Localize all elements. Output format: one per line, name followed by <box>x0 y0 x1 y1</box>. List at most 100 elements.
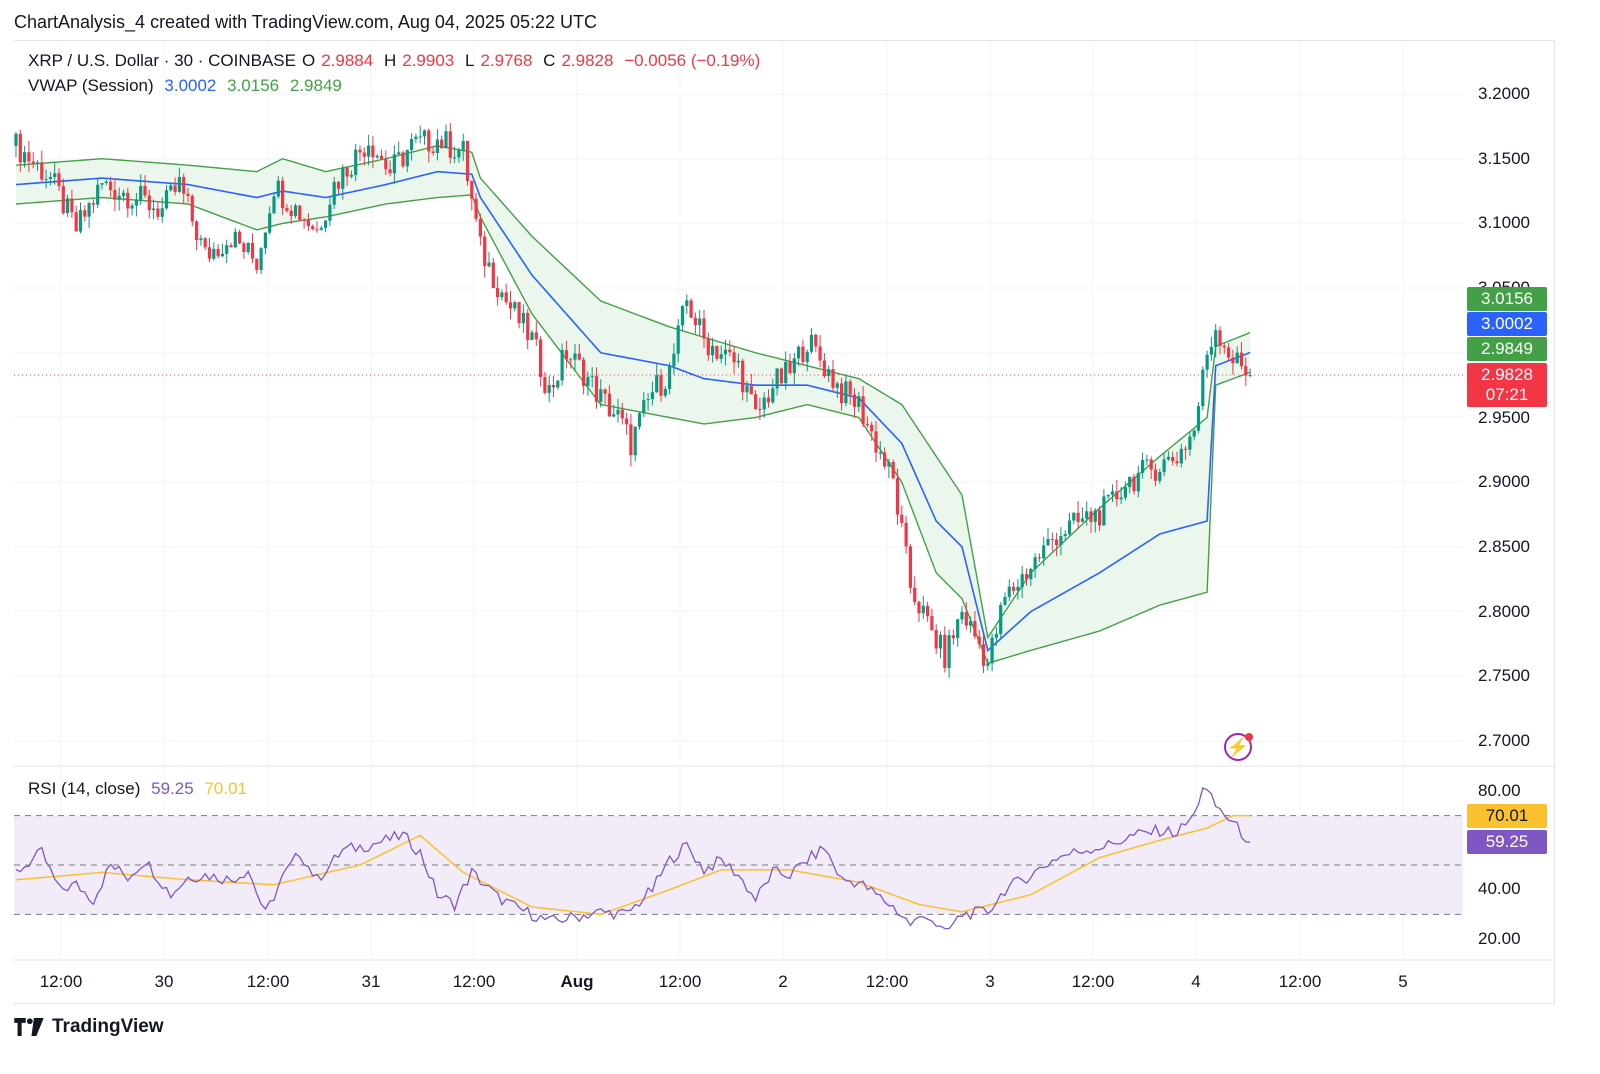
rsi-ma-line <box>15 814 1251 916</box>
candle-body <box>560 350 564 381</box>
x-tick-label: 12:00 <box>865 972 909 991</box>
candle-body <box>169 185 173 191</box>
candle-body <box>534 332 538 340</box>
candle-body <box>276 180 280 197</box>
candle-body <box>1115 491 1119 500</box>
legend-high: 2.9903 <box>402 51 455 70</box>
candle-body <box>242 243 246 252</box>
candle-body <box>121 192 126 196</box>
candle-body <box>508 302 513 309</box>
candle-body <box>199 238 203 241</box>
candle-body <box>233 231 237 248</box>
candle-body <box>1184 448 1188 450</box>
candle-body <box>392 154 396 174</box>
candle-body <box>410 139 414 151</box>
candle-body <box>332 181 336 205</box>
candle-body <box>182 176 186 194</box>
candle-body <box>465 141 470 181</box>
y-tick-label: 2.7500 <box>1478 666 1530 685</box>
candle-body <box>35 162 40 164</box>
candle-body <box>220 253 224 257</box>
candle-body <box>736 360 740 363</box>
y-tick-label: 3.2000 <box>1478 84 1530 103</box>
candle-body <box>646 399 650 401</box>
candle-body <box>216 248 220 257</box>
candle-body <box>1063 534 1067 536</box>
candle-body <box>586 376 590 386</box>
candle-body <box>797 346 801 359</box>
candle-body <box>40 162 44 180</box>
candle-body <box>405 150 409 167</box>
candle-body <box>702 318 706 339</box>
candle-body <box>801 346 805 363</box>
candle-body <box>177 176 181 192</box>
candle-body <box>1145 459 1149 461</box>
candle-body <box>577 353 581 360</box>
candle-body <box>969 621 973 626</box>
candle-body <box>1149 459 1153 470</box>
candle-body <box>981 644 986 666</box>
candle-body <box>328 204 332 221</box>
rsi-y-tick-label: 80.00 <box>1478 781 1521 800</box>
lightning-icon[interactable]: ⚡ <box>1224 733 1252 761</box>
rsi-line <box>15 787 1251 930</box>
candle-body <box>517 302 521 324</box>
x-tick-label: 31 <box>361 972 381 991</box>
candle-body <box>1209 346 1213 355</box>
vwap-price-tag: 3.0002 <box>1467 312 1547 336</box>
candle-body <box>917 601 921 614</box>
candle-body <box>414 136 418 140</box>
candle-body <box>938 634 943 649</box>
candle-body <box>384 159 388 170</box>
candle-body <box>483 236 487 267</box>
y-tick-label: 3.1500 <box>1478 149 1530 168</box>
candle-body <box>715 345 719 359</box>
candle-body <box>719 354 723 359</box>
vwap-band-fill <box>16 145 1251 664</box>
vwap-legend-value: 3.0002 <box>164 76 217 95</box>
candle-body <box>822 360 826 377</box>
candle-body <box>375 155 379 158</box>
x-tick-label: 3 <box>985 972 995 991</box>
candle-body <box>603 389 607 394</box>
candle-body <box>126 192 130 209</box>
legend-low: 2.9768 <box>480 51 533 70</box>
candle-body <box>986 663 990 666</box>
candles <box>14 122 1252 678</box>
candle-body <box>500 292 504 298</box>
candle-body <box>573 353 577 360</box>
candle-body <box>908 546 912 588</box>
candle-body <box>190 195 194 222</box>
candle-body <box>285 208 289 211</box>
candle-body <box>1175 461 1179 464</box>
vwap-legend-upper: 3.0156 <box>227 76 280 95</box>
candle-body <box>1098 510 1102 526</box>
candle-body <box>612 414 616 417</box>
last-price-value: 2.9828 <box>1481 365 1533 384</box>
candle-body <box>732 352 736 363</box>
candle-body <box>435 139 439 154</box>
candle-body <box>749 385 753 395</box>
candle-body <box>1188 436 1192 450</box>
candle-body <box>379 155 384 160</box>
candle-body <box>315 229 319 231</box>
footer-brand-text: TradingView <box>52 1016 164 1037</box>
candle-body <box>1235 352 1239 364</box>
candle-body <box>762 397 766 410</box>
x-tick-label: Aug <box>560 972 594 991</box>
candle-body <box>1218 330 1222 346</box>
candle-body <box>491 262 495 289</box>
x-tick-label: 12:00 <box>452 972 496 991</box>
candle-body <box>1050 538 1054 540</box>
candle-body <box>792 358 796 374</box>
candle-body <box>427 130 431 152</box>
candle-body <box>349 174 353 177</box>
candle-body <box>711 345 715 356</box>
candle-body <box>934 630 938 649</box>
candle-body <box>698 318 702 326</box>
candle-body <box>53 173 57 177</box>
candle-body <box>336 181 341 189</box>
candle-body <box>650 392 654 400</box>
footer-brand[interactable]: TradingView <box>14 1016 164 1038</box>
